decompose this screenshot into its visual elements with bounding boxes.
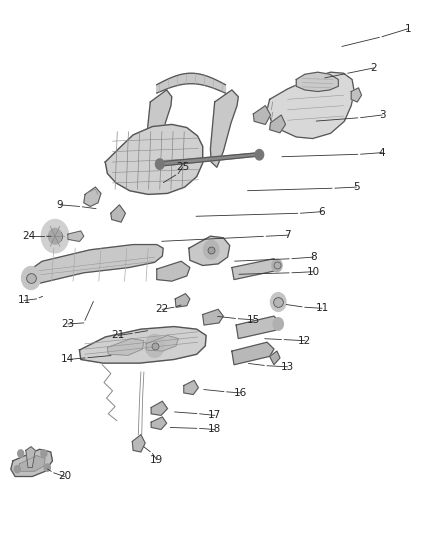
Circle shape	[41, 450, 47, 457]
Polygon shape	[26, 447, 35, 467]
Circle shape	[271, 293, 286, 311]
Polygon shape	[157, 152, 262, 166]
Polygon shape	[25, 245, 163, 283]
Text: 25: 25	[176, 162, 189, 172]
Text: 6: 6	[319, 207, 325, 216]
Text: 22: 22	[156, 304, 169, 314]
Polygon shape	[351, 88, 361, 102]
Text: 15: 15	[247, 315, 260, 325]
Circle shape	[255, 149, 264, 160]
Text: 17: 17	[208, 410, 221, 421]
Text: 9: 9	[57, 200, 64, 210]
Text: 11: 11	[315, 303, 328, 313]
Text: 13: 13	[281, 362, 294, 372]
Text: 23: 23	[61, 319, 74, 329]
Circle shape	[41, 220, 69, 253]
Polygon shape	[157, 261, 190, 281]
Polygon shape	[203, 309, 223, 325]
Circle shape	[18, 450, 24, 457]
Polygon shape	[105, 124, 203, 195]
Text: 16: 16	[234, 388, 247, 398]
Polygon shape	[146, 335, 178, 351]
Text: 21: 21	[112, 330, 125, 341]
Polygon shape	[253, 106, 271, 124]
Circle shape	[145, 334, 164, 358]
Polygon shape	[157, 73, 226, 93]
Polygon shape	[151, 417, 166, 430]
Polygon shape	[132, 435, 145, 452]
Polygon shape	[19, 456, 45, 471]
Polygon shape	[107, 338, 144, 356]
Text: 8: 8	[310, 252, 317, 262]
Circle shape	[155, 159, 164, 169]
Text: 1: 1	[405, 24, 411, 34]
Polygon shape	[151, 401, 167, 415]
Text: 3: 3	[379, 110, 385, 120]
Text: 2: 2	[370, 63, 377, 73]
Text: 20: 20	[58, 472, 71, 481]
Text: 18: 18	[208, 424, 221, 434]
Polygon shape	[296, 72, 338, 92]
Polygon shape	[210, 90, 238, 167]
Text: 11: 11	[18, 295, 31, 305]
Text: 12: 12	[298, 336, 311, 346]
Polygon shape	[189, 236, 230, 265]
Text: 19: 19	[150, 455, 163, 465]
Polygon shape	[236, 316, 280, 338]
Polygon shape	[232, 259, 279, 280]
Polygon shape	[145, 90, 172, 174]
Polygon shape	[175, 294, 190, 307]
Circle shape	[204, 240, 219, 259]
Text: 5: 5	[353, 182, 360, 192]
Text: 10: 10	[307, 266, 320, 277]
Polygon shape	[267, 72, 354, 139]
Text: 4: 4	[379, 148, 385, 158]
Polygon shape	[270, 115, 286, 133]
Polygon shape	[68, 231, 84, 241]
Text: 14: 14	[61, 354, 74, 365]
Circle shape	[21, 266, 40, 289]
Circle shape	[44, 464, 50, 471]
Polygon shape	[232, 342, 274, 365]
Circle shape	[273, 318, 283, 330]
Polygon shape	[270, 351, 280, 365]
Circle shape	[49, 228, 61, 244]
Polygon shape	[111, 205, 125, 222]
Polygon shape	[11, 449, 53, 477]
Circle shape	[272, 259, 282, 272]
Text: 24: 24	[23, 231, 36, 241]
Circle shape	[14, 465, 20, 473]
Polygon shape	[84, 187, 101, 206]
Polygon shape	[184, 381, 198, 394]
Polygon shape	[79, 327, 206, 363]
Text: 7: 7	[284, 230, 291, 240]
